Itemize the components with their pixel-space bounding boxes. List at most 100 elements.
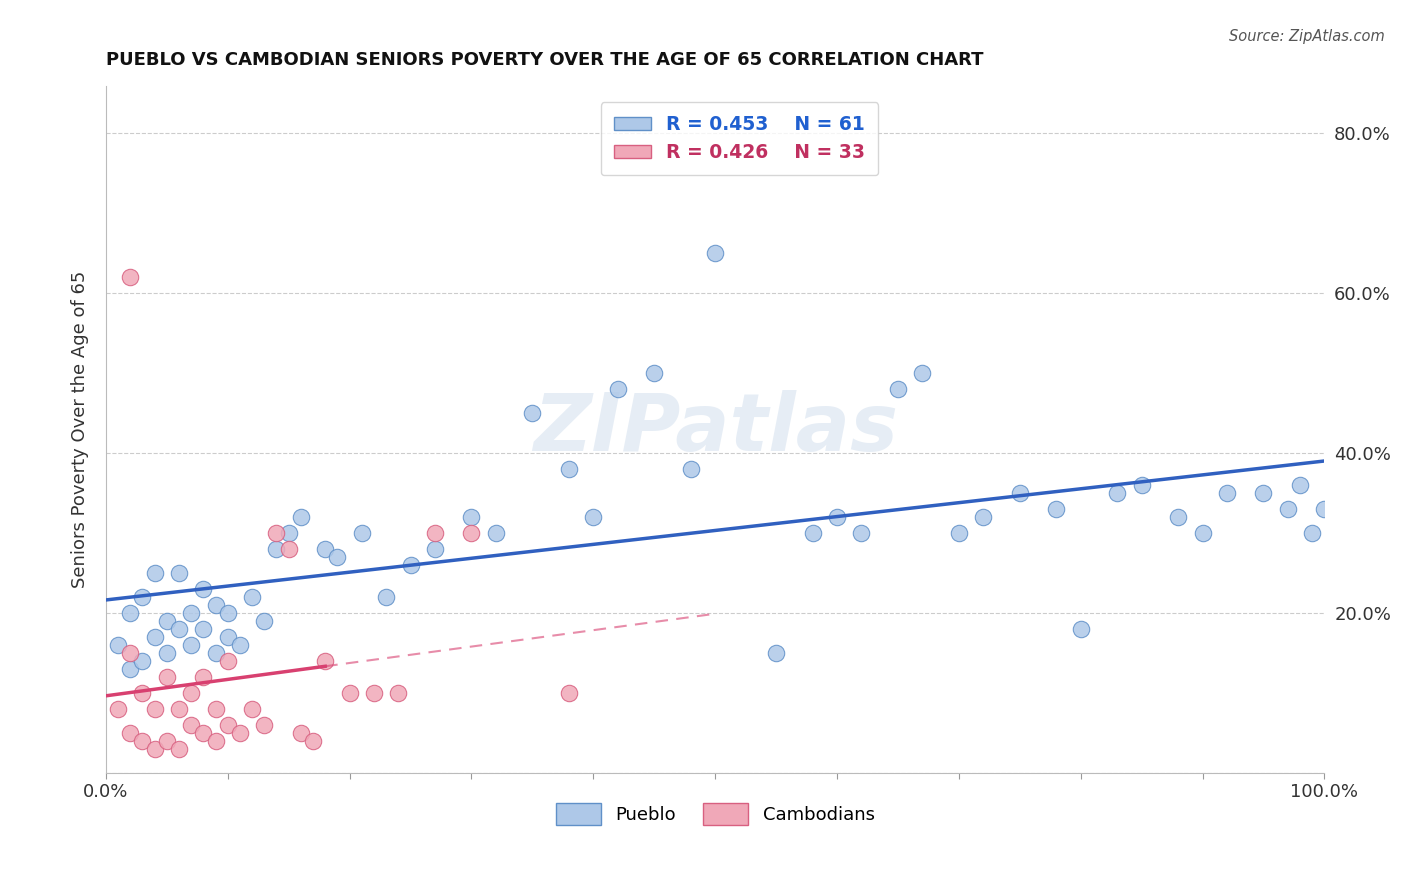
Point bbox=[217, 606, 239, 620]
Point bbox=[131, 590, 153, 604]
Point bbox=[485, 526, 508, 541]
Point bbox=[972, 510, 994, 524]
Point bbox=[217, 654, 239, 668]
Point bbox=[314, 654, 336, 668]
Point bbox=[363, 686, 385, 700]
Point bbox=[558, 462, 581, 476]
Point bbox=[193, 726, 215, 740]
Point bbox=[204, 733, 226, 747]
Point bbox=[131, 686, 153, 700]
Point bbox=[229, 726, 252, 740]
Point bbox=[167, 566, 190, 580]
Point bbox=[1289, 478, 1312, 492]
Point bbox=[1070, 622, 1092, 636]
Point bbox=[180, 638, 202, 652]
Point bbox=[1130, 478, 1153, 492]
Point bbox=[460, 510, 482, 524]
Point bbox=[240, 702, 263, 716]
Point bbox=[143, 630, 166, 644]
Point bbox=[120, 270, 142, 285]
Point bbox=[290, 726, 312, 740]
Point bbox=[399, 558, 422, 572]
Point bbox=[1216, 486, 1239, 500]
Point bbox=[387, 686, 409, 700]
Point bbox=[120, 646, 142, 660]
Point bbox=[948, 526, 970, 541]
Point bbox=[204, 646, 226, 660]
Point bbox=[302, 733, 325, 747]
Point bbox=[167, 622, 190, 636]
Point bbox=[253, 718, 276, 732]
Point bbox=[143, 566, 166, 580]
Point bbox=[143, 741, 166, 756]
Point bbox=[120, 726, 142, 740]
Point bbox=[825, 510, 848, 524]
Point bbox=[801, 526, 824, 541]
Point bbox=[107, 702, 129, 716]
Point bbox=[167, 741, 190, 756]
Point bbox=[180, 606, 202, 620]
Point bbox=[375, 590, 398, 604]
Point bbox=[1167, 510, 1189, 524]
Point bbox=[339, 686, 361, 700]
Point bbox=[911, 366, 934, 380]
Point bbox=[1277, 502, 1299, 516]
Point bbox=[204, 598, 226, 612]
Point bbox=[423, 541, 446, 556]
Point bbox=[204, 702, 226, 716]
Point bbox=[180, 686, 202, 700]
Point bbox=[1313, 502, 1336, 516]
Point bbox=[606, 382, 628, 396]
Legend: Pueblo, Cambodians: Pueblo, Cambodians bbox=[548, 796, 882, 832]
Point bbox=[1008, 486, 1031, 500]
Point bbox=[193, 670, 215, 684]
Point bbox=[120, 662, 142, 676]
Point bbox=[1301, 526, 1323, 541]
Point bbox=[1191, 526, 1213, 541]
Text: Source: ZipAtlas.com: Source: ZipAtlas.com bbox=[1229, 29, 1385, 44]
Point bbox=[180, 718, 202, 732]
Point bbox=[193, 622, 215, 636]
Point bbox=[240, 590, 263, 604]
Text: ZIPatlas: ZIPatlas bbox=[533, 390, 897, 468]
Point bbox=[120, 606, 142, 620]
Point bbox=[423, 526, 446, 541]
Point bbox=[1107, 486, 1129, 500]
Point bbox=[277, 526, 299, 541]
Point bbox=[326, 549, 349, 564]
Point bbox=[131, 654, 153, 668]
Point bbox=[266, 526, 288, 541]
Point bbox=[1253, 486, 1275, 500]
Point bbox=[887, 382, 910, 396]
Y-axis label: Seniors Poverty Over the Age of 65: Seniors Poverty Over the Age of 65 bbox=[72, 270, 89, 588]
Point bbox=[229, 638, 252, 652]
Point bbox=[643, 366, 665, 380]
Point bbox=[522, 406, 544, 420]
Point bbox=[143, 702, 166, 716]
Text: PUEBLO VS CAMBODIAN SENIORS POVERTY OVER THE AGE OF 65 CORRELATION CHART: PUEBLO VS CAMBODIAN SENIORS POVERTY OVER… bbox=[105, 51, 983, 69]
Point bbox=[765, 646, 787, 660]
Point bbox=[156, 670, 179, 684]
Point bbox=[350, 526, 373, 541]
Point bbox=[558, 686, 581, 700]
Point bbox=[107, 638, 129, 652]
Point bbox=[217, 718, 239, 732]
Point bbox=[582, 510, 605, 524]
Point bbox=[193, 582, 215, 596]
Point bbox=[131, 733, 153, 747]
Point bbox=[167, 702, 190, 716]
Point bbox=[851, 526, 873, 541]
Point bbox=[679, 462, 702, 476]
Point bbox=[253, 614, 276, 628]
Point bbox=[290, 510, 312, 524]
Point bbox=[704, 246, 727, 260]
Point bbox=[156, 733, 179, 747]
Point bbox=[156, 646, 179, 660]
Point bbox=[1045, 502, 1067, 516]
Point bbox=[277, 541, 299, 556]
Point bbox=[156, 614, 179, 628]
Point bbox=[266, 541, 288, 556]
Point bbox=[314, 541, 336, 556]
Point bbox=[460, 526, 482, 541]
Point bbox=[217, 630, 239, 644]
